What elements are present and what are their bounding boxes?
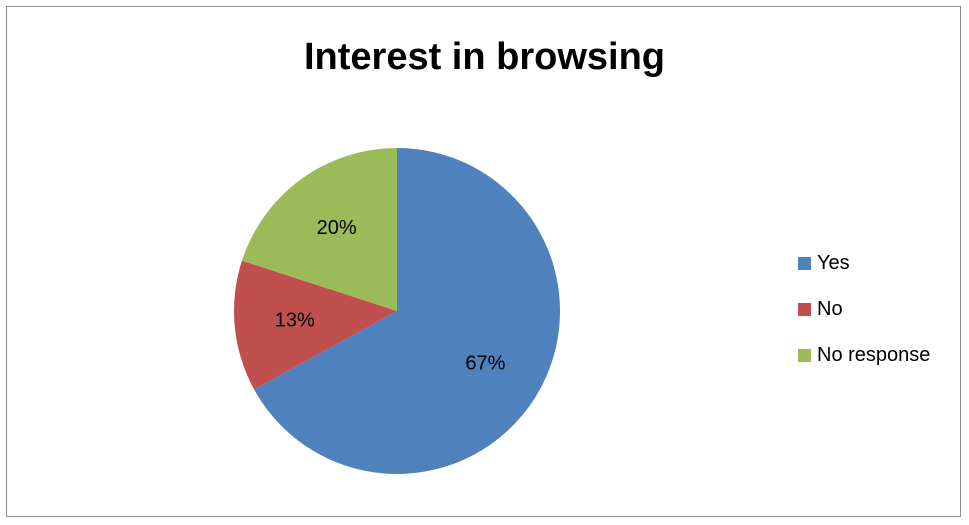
legend: Yes No No response bbox=[798, 252, 930, 390]
pie-label-no: 13% bbox=[275, 310, 315, 332]
legend-label-no: No bbox=[817, 298, 843, 320]
pie-label-yes: 67% bbox=[465, 352, 505, 374]
pie-slice-no-response bbox=[241, 148, 397, 311]
legend-item-yes: Yes bbox=[798, 252, 930, 298]
legend-swatch-no bbox=[798, 303, 811, 316]
legend-swatch-no-response bbox=[798, 349, 811, 362]
chart-title: Interest in browsing bbox=[303, 36, 666, 78]
legend-item-no: No bbox=[798, 298, 930, 344]
legend-swatch-yes bbox=[798, 257, 811, 270]
legend-item-no-response: No response bbox=[798, 344, 930, 390]
legend-label-no-response: No response bbox=[817, 344, 931, 366]
pie-label-no-response: 20% bbox=[317, 217, 357, 239]
pie-slice-no bbox=[233, 260, 397, 390]
legend-label-yes: Yes bbox=[817, 252, 850, 274]
pie-slice-yes bbox=[254, 148, 560, 474]
